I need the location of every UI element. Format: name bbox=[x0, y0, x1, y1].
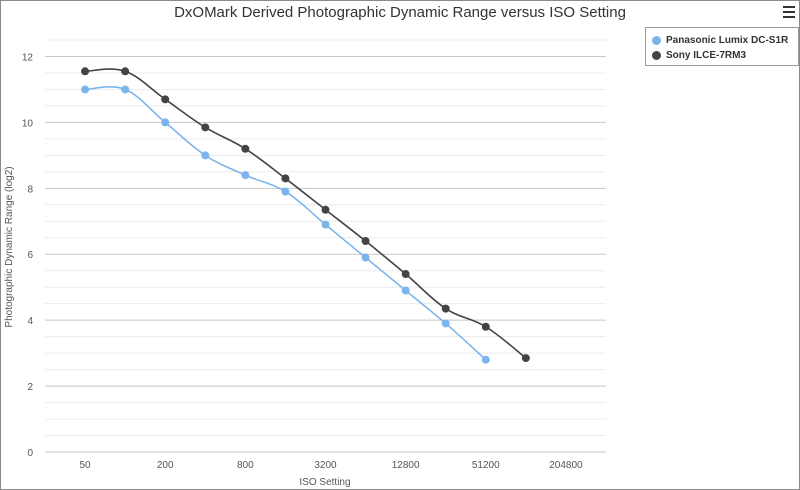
data-point-sony[interactable] bbox=[521, 354, 530, 363]
y-axis-label: Photographic Dynamic Range (log2) bbox=[4, 166, 15, 327]
data-point-sony[interactable] bbox=[481, 322, 490, 331]
data-point-sony[interactable] bbox=[401, 270, 410, 279]
y-tick-label: 10 bbox=[22, 118, 34, 129]
data-point-sony[interactable] bbox=[281, 174, 290, 183]
data-point-sony[interactable] bbox=[121, 67, 130, 76]
chart-title: DxOMark Derived Photographic Dynamic Ran… bbox=[174, 4, 626, 21]
data-point-sony[interactable] bbox=[161, 95, 170, 104]
legend-label-panasonic: Panasonic Lumix DC-S1R bbox=[666, 34, 789, 46]
data-point-panasonic[interactable] bbox=[281, 187, 290, 196]
axis-layer: 0 2 4 6 8 10 12 50 200 800 3200 12800 51200 204800 bbox=[22, 52, 583, 471]
x-tick-label: 51200 bbox=[472, 460, 500, 471]
y-tick-label: 4 bbox=[27, 316, 33, 327]
data-point-sony[interactable] bbox=[321, 205, 330, 214]
data-point-panasonic[interactable] bbox=[361, 253, 370, 262]
data-point-sony[interactable] bbox=[361, 237, 370, 246]
y-tick-label: 2 bbox=[27, 382, 33, 393]
legend-marker-sony bbox=[652, 50, 661, 60]
x-axis-label: ISO Setting bbox=[299, 477, 350, 488]
series-layer bbox=[81, 67, 530, 364]
grid-layer bbox=[45, 39, 606, 453]
series-line-sony bbox=[85, 68, 527, 359]
legend: Panasonic Lumix DC-S1R Sony ILCE-7RM3 bbox=[645, 27, 799, 66]
data-point-panasonic[interactable] bbox=[161, 118, 170, 127]
legend-item-panasonic[interactable]: Panasonic Lumix DC-S1R bbox=[652, 33, 788, 47]
x-tick-label: 12800 bbox=[392, 460, 420, 471]
hamburger-menu-icon[interactable] bbox=[783, 6, 795, 18]
x-tick-label: 204800 bbox=[549, 460, 583, 471]
data-point-panasonic[interactable] bbox=[81, 85, 90, 94]
data-point-panasonic[interactable] bbox=[201, 151, 210, 160]
y-tick-label: 0 bbox=[27, 448, 33, 459]
legend-item-sony[interactable]: Sony ILCE-7RM3 bbox=[652, 48, 746, 62]
data-point-panasonic[interactable] bbox=[401, 286, 410, 295]
data-point-sony[interactable] bbox=[241, 144, 250, 153]
data-point-panasonic[interactable] bbox=[241, 171, 250, 180]
data-point-panasonic[interactable] bbox=[481, 355, 490, 364]
y-tick-label: 12 bbox=[22, 52, 34, 63]
data-point-sony[interactable] bbox=[201, 123, 210, 132]
y-tick-label: 8 bbox=[27, 184, 33, 195]
data-point-sony[interactable] bbox=[81, 67, 90, 76]
series-line-panasonic bbox=[85, 86, 487, 361]
x-tick-label: 200 bbox=[157, 460, 174, 471]
legend-label-sony: Sony ILCE-7RM3 bbox=[666, 49, 747, 61]
data-point-panasonic[interactable] bbox=[321, 220, 330, 229]
x-tick-label: 800 bbox=[237, 460, 254, 471]
data-point-panasonic[interactable] bbox=[121, 85, 130, 94]
x-tick-label: 3200 bbox=[314, 460, 337, 471]
data-point-panasonic[interactable] bbox=[441, 319, 450, 328]
legend-marker-panasonic bbox=[652, 35, 661, 45]
y-tick-label: 6 bbox=[27, 250, 33, 261]
x-tick-label: 50 bbox=[80, 460, 92, 471]
data-point-sony[interactable] bbox=[441, 304, 450, 313]
